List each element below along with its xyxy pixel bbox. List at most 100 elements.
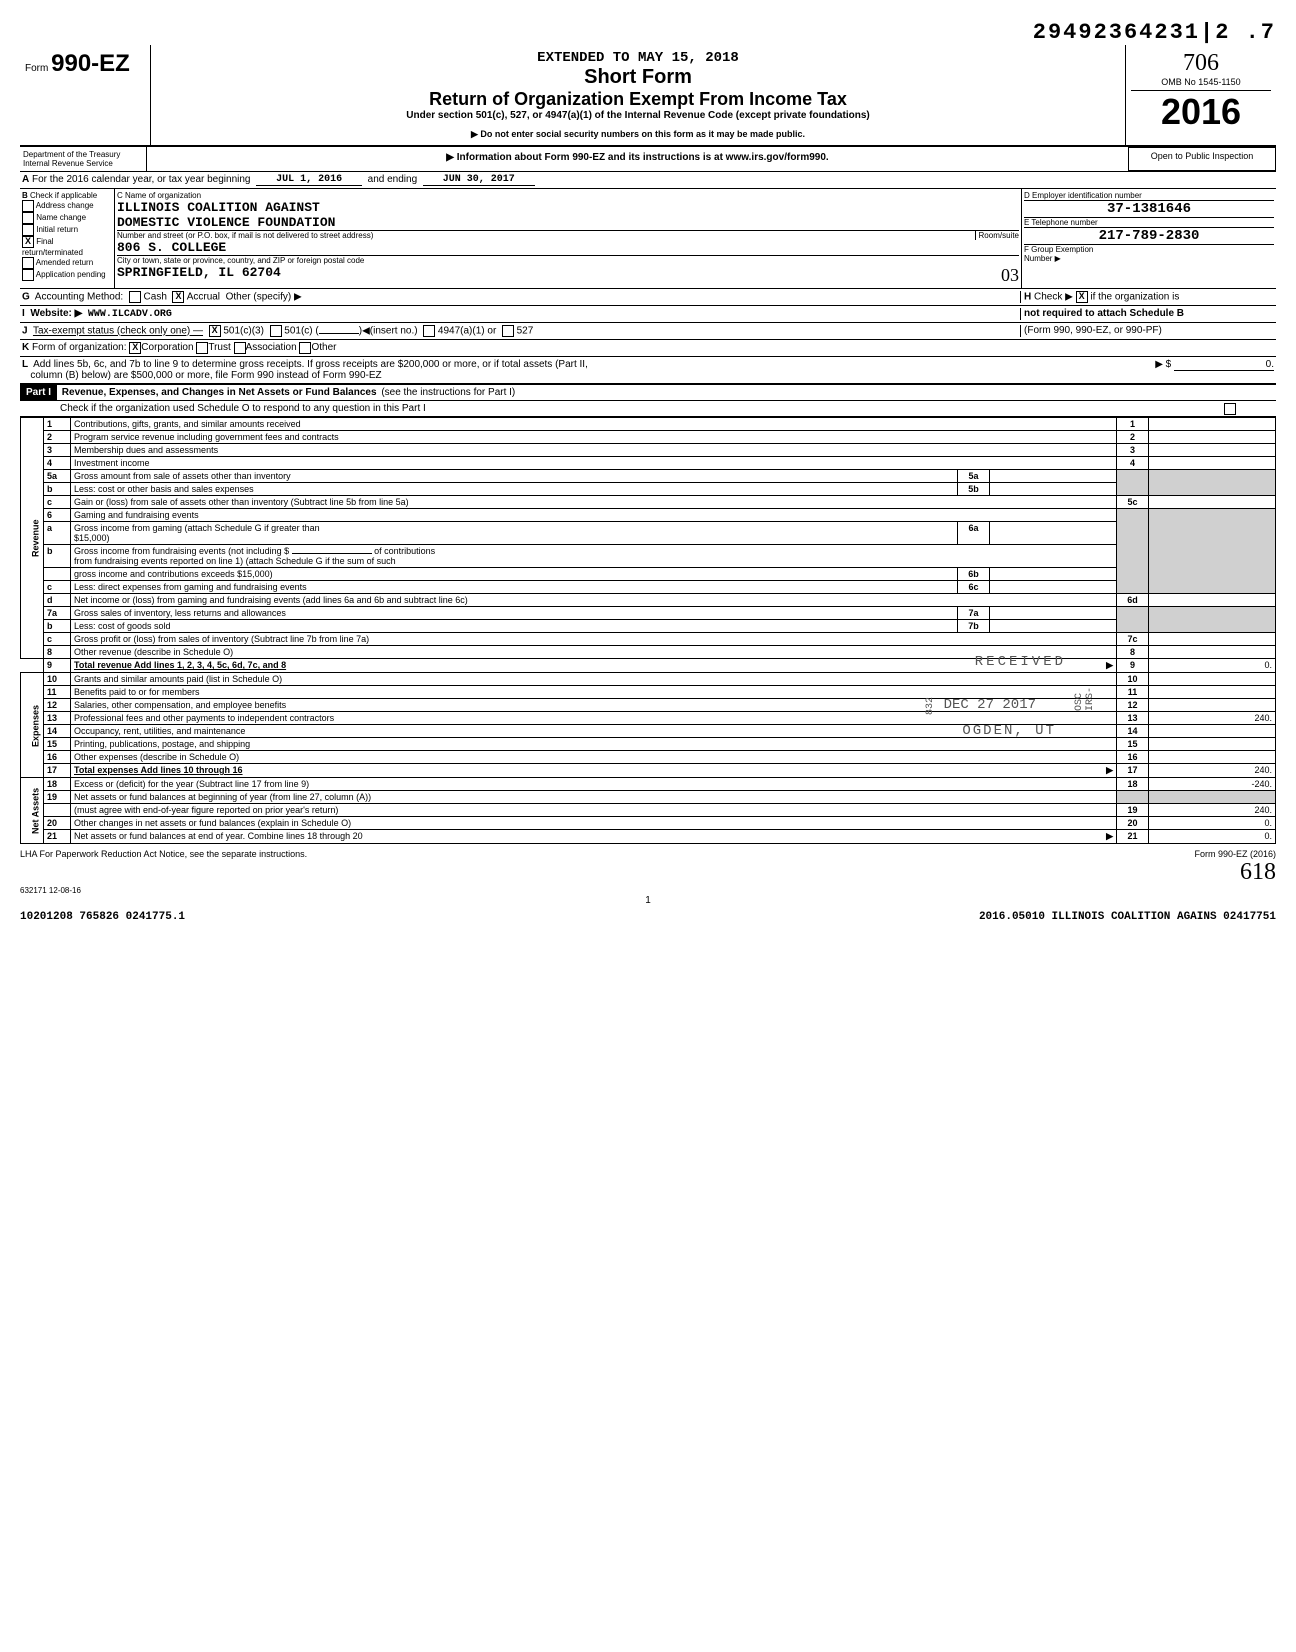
line-15-amount[interactable]	[1149, 738, 1276, 751]
line-h-text4: (Form 990, 990-EZ, or 990-PF)	[1024, 325, 1162, 336]
line-14-amount[interactable]	[1149, 725, 1276, 738]
accrual-checkbox[interactable]: X	[172, 291, 184, 303]
insert-no-field[interactable]	[319, 333, 359, 334]
line-5c-num: c	[44, 496, 71, 509]
line-3-amount[interactable]	[1149, 444, 1276, 457]
address-change-checkbox[interactable]	[22, 200, 34, 212]
amended-return-label: Amended return	[36, 258, 93, 267]
org-name-2: DOMESTIC VIOLENCE FOUNDATION	[117, 215, 1019, 231]
line-20-amount: 0.	[1149, 817, 1276, 830]
schedule-b-checkbox[interactable]: X	[1076, 291, 1088, 303]
line-7b-inner-amount[interactable]	[990, 620, 1117, 633]
corp-checkbox[interactable]: X	[129, 342, 141, 354]
501c-label: 501(c) (	[284, 326, 318, 337]
cash-checkbox[interactable]	[129, 291, 141, 303]
final-return-checkbox[interactable]: X	[22, 236, 34, 248]
group-number-label: Number ▶	[1024, 254, 1274, 263]
line-13-num: 13	[44, 712, 71, 725]
line-12-desc: Salaries, other compensation, and employ…	[74, 700, 286, 710]
part1-header-row: Part I Revenue, Expenses, and Changes in…	[20, 385, 1276, 401]
line-3-box: 3	[1117, 444, 1149, 457]
check-if-text: Check if applicable	[30, 191, 97, 200]
ssn-note: ▶ Do not enter social security numbers o…	[156, 129, 1120, 140]
line-6b-num2	[44, 568, 71, 581]
line-13-desc: Professional fees and other payments to …	[71, 712, 1117, 725]
line-20-box: 20	[1117, 817, 1149, 830]
line-g-text: Accounting Method:	[35, 292, 123, 303]
line-7c-amount[interactable]	[1149, 633, 1276, 646]
line-6b-input[interactable]	[292, 553, 372, 554]
line-9-amount: 0.	[1149, 659, 1276, 673]
501c-checkbox[interactable]	[270, 325, 282, 337]
line-8-box: 8	[1117, 646, 1149, 659]
assoc-checkbox[interactable]	[234, 342, 246, 354]
line-18-amount: -240.	[1149, 778, 1276, 791]
line-19-num: 19	[44, 791, 71, 804]
other-org-checkbox[interactable]	[299, 342, 311, 354]
net-assets-side-label: Net Assets	[21, 778, 44, 844]
line-8-amount[interactable]	[1149, 646, 1276, 659]
schedule-o-checkbox[interactable]	[1224, 403, 1236, 415]
dept-row: Department of the Treasury Internal Reve…	[20, 147, 1276, 172]
line-g-label: G	[22, 292, 30, 303]
line-10-amount[interactable]	[1149, 673, 1276, 686]
line-j-row: J Tax-exempt status (check only one) — X…	[20, 323, 1276, 340]
amended-return-checkbox[interactable]	[22, 257, 34, 269]
line-6c-inner-amount[interactable]	[990, 581, 1117, 594]
line-2-amount[interactable]	[1149, 431, 1276, 444]
line-4-amount[interactable]	[1149, 457, 1276, 470]
room-label: Room/suite	[975, 231, 1019, 240]
line-5b-inner-amount[interactable]	[990, 483, 1117, 496]
line-16-amount[interactable]	[1149, 751, 1276, 764]
line-5a-inner-amount[interactable]	[990, 470, 1117, 483]
line-6d-amount[interactable]	[1149, 594, 1276, 607]
handwrite-03: 03	[1001, 265, 1019, 286]
line-21-amount: 0.	[1149, 830, 1276, 844]
line-21-arrow: ▶	[1106, 831, 1113, 842]
line-14-num: 14	[44, 725, 71, 738]
website: WWW.ILCADV.ORG	[88, 309, 172, 320]
line-12-amount[interactable]	[1149, 699, 1276, 712]
line-5c-amount[interactable]	[1149, 496, 1276, 509]
line-f-label: F Group Exemption	[1024, 245, 1274, 254]
ein-col: D Employer identification number 37-1381…	[1021, 189, 1276, 288]
line-6c-inner: 6c	[958, 581, 990, 594]
line-7a-inner-amount[interactable]	[990, 607, 1117, 620]
and-ending: and ending	[368, 174, 418, 186]
app-pending-checkbox[interactable]	[22, 269, 34, 281]
line-6b-num: b	[44, 545, 71, 568]
trust-checkbox[interactable]	[196, 342, 208, 354]
ogden-stamp: OGDEN, UT	[962, 723, 1056, 739]
num832-stamp: 832	[925, 697, 936, 715]
form-number: 990-EZ	[51, 50, 130, 77]
line-11-amount[interactable]	[1149, 686, 1276, 699]
line-6b-inner: 6b	[958, 568, 990, 581]
line-7b-inner: 7b	[958, 620, 990, 633]
part1-subtitle: (see the instructions for Part I)	[381, 387, 515, 398]
527-checkbox[interactable]	[502, 325, 514, 337]
name-change-label: Name change	[36, 213, 86, 222]
other-org-label: Other	[311, 342, 336, 354]
initial-return-checkbox[interactable]	[22, 224, 34, 236]
name-change-checkbox[interactable]	[22, 212, 34, 224]
line-6-desc: Gaming and fundraising events	[71, 509, 1117, 522]
4947-checkbox[interactable]	[423, 325, 435, 337]
line-10-num: 10	[44, 673, 71, 686]
line-6b-inner-amount[interactable]	[990, 568, 1117, 581]
line-1-amount[interactable]	[1149, 418, 1276, 431]
ein: 37-1381646	[1024, 201, 1274, 218]
line-6a-inner-amount[interactable]	[990, 522, 1117, 545]
end-date: JUN 30, 2017	[423, 174, 535, 186]
line-4-num: 4	[44, 457, 71, 470]
line-15-desc: Printing, publications, postage, and shi…	[71, 738, 1117, 751]
501c3-checkbox[interactable]: X	[209, 325, 221, 337]
received-stamp: RECEIVED	[975, 654, 1066, 670]
line-a-row: A For the 2016 calendar year, or tax yea…	[20, 172, 1276, 189]
line-16-box: 16	[1117, 751, 1149, 764]
assoc-label: Association	[246, 342, 297, 354]
line-18-num: 18	[44, 778, 71, 791]
line-18-box: 18	[1117, 778, 1149, 791]
line-20-num: 20	[44, 817, 71, 830]
footer-row: LHA For Paperwork Reduction Act Notice, …	[20, 844, 1276, 859]
city-label: City or town, state or province, country…	[117, 256, 1019, 265]
